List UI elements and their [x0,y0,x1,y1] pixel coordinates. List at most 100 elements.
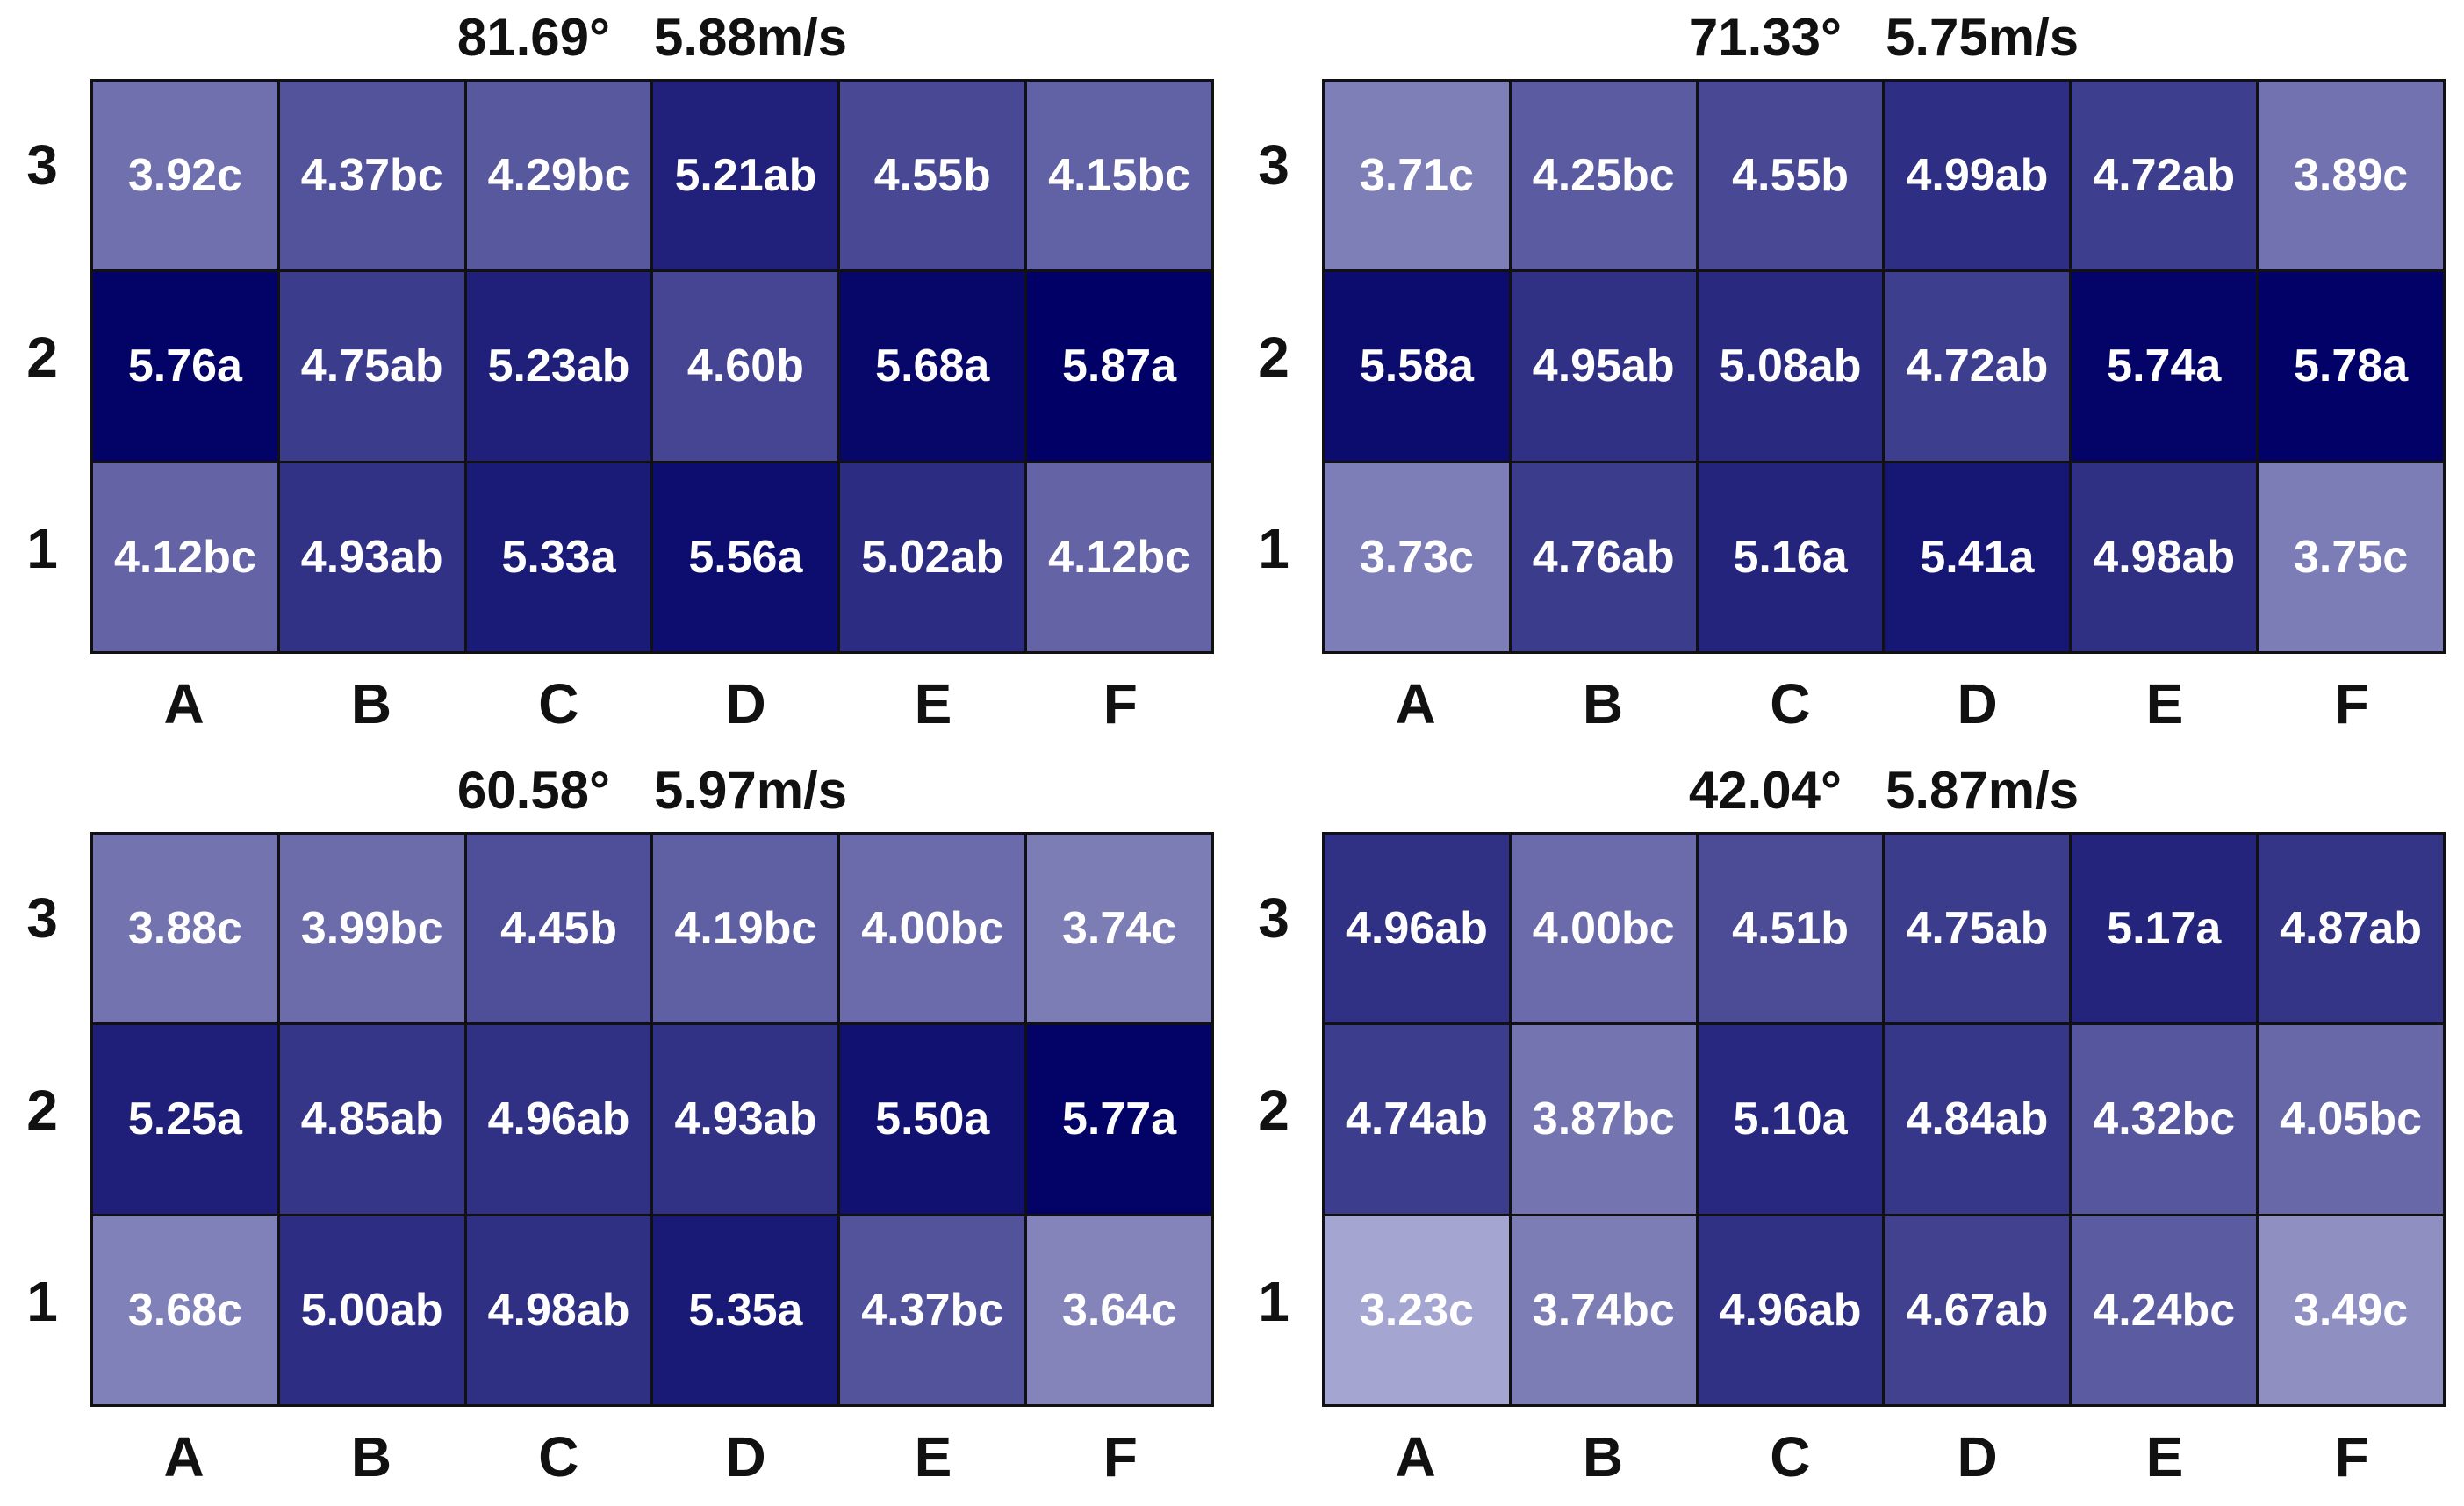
heatmap-cell: 4.12bc [93,463,277,651]
heatmap-cell: 5.25a [93,1025,277,1214]
heatmap-cell: 5.58a [1325,272,1509,461]
heatmap-cell: 3.73c [1325,463,1509,651]
heatmap-cell: 4.76ab [1511,463,1696,651]
x-tick-label: F [1103,672,1138,735]
heatmap-cell: 4.72ab [1885,272,2070,461]
x-tick-label: C [538,1425,579,1488]
heatmap-cell: 4.55b [840,82,1025,270]
heatmap-panel: 42.04° 5.87m/s 4.96ab 4.00bc 4.51b 4.75ab 5.1… [1232,753,2463,1506]
y-tick-label: 2 [1258,325,1289,389]
heatmap-cell: 5.16a [1698,463,1883,651]
x-tick-label: A [1395,1425,1436,1488]
x-tick-label: C [1770,1425,1811,1488]
x-tick-label: F [2334,1425,2369,1488]
heatmap-cell: 5.35a [653,1216,838,1404]
heatmap-cell: 3.75c [2259,463,2443,651]
heatmap-cell: 4.00bc [840,835,1025,1023]
heatmap-cell: 3.99bc [279,835,464,1023]
heatmap-cell: 5.68a [840,272,1025,461]
heatmap-cell: 4.67ab [1885,1216,2070,1404]
x-tick-label: D [725,672,766,735]
x-tick-label: D [1957,672,1998,735]
heatmap-cell: 4.55b [1698,82,1883,270]
x-tick-label: E [2145,1425,2184,1488]
heatmap-cell: 4.93ab [653,1025,838,1214]
heatmap-cell: 4.00bc [1511,835,1696,1023]
heatmap-grid: 4.96ab 4.00bc 4.51b 4.75ab 5.17a 4.87ab 4.74ab… [1322,832,2446,1407]
heatmap-cell: 4.12bc [1027,463,1211,651]
heatmap-cell: 5.21ab [653,82,838,270]
heatmap-cell: 3.88c [93,835,277,1023]
heatmap-cell: 4.29bc [466,82,651,270]
heatmap-cell: 5.50a [840,1025,1025,1214]
heatmap-cell: 5.10a [1698,1025,1883,1214]
heatmap-cell: 4.25bc [1511,82,1696,270]
y-tick-label: 1 [26,1269,58,1333]
heatmap-cell: 5.87a [1027,272,1211,461]
heatmap-cell: 5.76a [93,272,277,461]
heatmap-cell: 5.41a [1885,463,2070,651]
y-tick-label: 1 [1258,516,1289,580]
x-tick-label: D [1957,1425,1998,1488]
heatmap-cell: 5.08ab [1698,272,1883,461]
y-tick-label: 2 [26,325,58,389]
heatmap-cell: 4.93ab [279,463,464,651]
heatmap-cell: 3.49c [2259,1216,2443,1404]
x-tick-label: C [538,672,579,735]
heatmap-cell: 5.78a [2259,272,2443,461]
y-tick-label: 3 [26,886,58,950]
x-tick-label: F [1103,1425,1138,1488]
heatmap-cell: 5.17a [2072,835,2257,1023]
heatmap-cell: 4.15bc [1027,82,1211,270]
chart-title: 71.33° 5.75m/s [1688,8,2080,67]
heatmap-cell: 4.74ab [1325,1025,1509,1214]
y-tick-label: 3 [1258,133,1289,197]
x-tick-label: A [163,672,205,735]
heatmap-cell: 3.74c [1027,835,1211,1023]
heatmap-cell: 4.24bc [2072,1216,2257,1404]
y-tick-label: 3 [1258,886,1289,950]
heatmap-cell: 4.96ab [1325,835,1509,1023]
x-tick-label: E [2145,672,2184,735]
heatmap-cell: 3.92c [93,82,277,270]
x-tick-label: A [163,1425,205,1488]
y-tick-label: 3 [26,133,58,197]
y-tick-label: 1 [26,516,58,580]
y-tick-label: 2 [26,1078,58,1142]
heatmap-panel: 60.58° 5.97m/s 3.88c 3.99bc 4.45b 4.19bc 4.00… [0,753,1232,1506]
heatmap-cell: 3.71c [1325,82,1509,270]
y-tick-label: 1 [1258,1269,1289,1333]
heatmap-cell: 3.23c [1325,1216,1509,1404]
heatmap-cell: 4.19bc [653,835,838,1023]
x-tick-label: B [350,672,392,735]
x-tick-label: E [914,672,952,735]
heatmap-cell: 4.98ab [2072,463,2257,651]
heatmap-cell: 4.87ab [2259,835,2443,1023]
heatmap-cell: 5.56a [653,463,838,651]
heatmap-cell: 3.87bc [1511,1025,1696,1214]
heatmap-cell: 4.96ab [1698,1216,1883,1404]
heatmap-cell: 4.51b [1698,835,1883,1023]
x-tick-label: B [1582,672,1624,735]
heatmap-cell: 3.68c [93,1216,277,1404]
heatmap-grid: 3.71c 4.25bc 4.55b 4.99ab 4.72ab 3.89c 5.58a 4.… [1322,79,2446,654]
heatmap-panel: 81.69° 5.88m/s 3.92c 4.37bc 4.29bc 5.21ab 4.5… [0,0,1232,753]
x-tick-label: A [1395,672,1436,735]
heatmap-cell: 4.05bc [2259,1025,2443,1214]
heatmap-cell: 5.02ab [840,463,1025,651]
heatmap-cell: 4.45b [466,835,651,1023]
heatmap-cell: 4.75ab [1885,835,2070,1023]
chart-title: 60.58° 5.97m/s [456,761,848,820]
heatmap-cell: 5.74a [2072,272,2257,461]
heatmap-cell: 4.37bc [840,1216,1025,1404]
heatmap-grid: 3.92c 4.37bc 4.29bc 5.21ab 4.55b 4.15bc 5.76a 4… [90,79,1214,654]
y-tick-label: 2 [1258,1078,1289,1142]
heatmap-cell: 5.77a [1027,1025,1211,1214]
chart-title: 81.69° 5.88m/s [456,8,848,67]
x-tick-label: F [2334,672,2369,735]
heatmap-grid: 3.88c 3.99bc 4.45b 4.19bc 4.00bc 3.74c 5.25a 4.… [90,832,1214,1407]
heatmap-cell: 4.84ab [1885,1025,2070,1214]
heatmap-cell: 5.33a [466,463,651,651]
heatmap-cell: 4.60b [653,272,838,461]
x-tick-label: C [1770,672,1811,735]
